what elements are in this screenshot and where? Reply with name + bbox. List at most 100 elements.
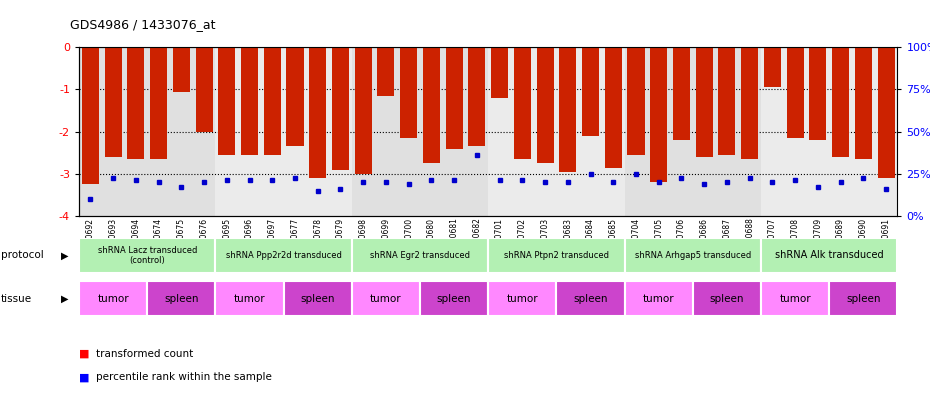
Text: tissue: tissue <box>1 294 32 304</box>
Bar <box>488 47 511 216</box>
Bar <box>738 47 761 216</box>
Text: spleen: spleen <box>710 294 744 304</box>
Bar <box>193 47 216 216</box>
Bar <box>127 47 144 159</box>
Bar <box>261 47 284 216</box>
Bar <box>875 47 897 216</box>
Bar <box>491 47 508 98</box>
Bar <box>761 281 830 316</box>
Bar <box>354 47 372 174</box>
Bar <box>830 47 852 216</box>
Bar <box>787 47 804 138</box>
Bar <box>329 47 352 216</box>
Bar <box>488 281 556 316</box>
Bar <box>832 47 849 157</box>
Text: ■: ■ <box>79 349 89 359</box>
Bar <box>650 47 667 182</box>
Text: shRNA Lacz transduced
(control): shRNA Lacz transduced (control) <box>98 246 197 265</box>
Bar <box>443 47 466 216</box>
Bar <box>400 47 418 138</box>
Text: shRNA Ppp2r2d transduced: shRNA Ppp2r2d transduced <box>226 251 341 260</box>
Bar <box>625 47 647 216</box>
Text: tumor: tumor <box>233 294 265 304</box>
Bar <box>216 238 352 273</box>
Bar <box>147 281 216 316</box>
Bar <box>604 47 622 167</box>
Bar <box>488 238 625 273</box>
Bar <box>216 281 284 316</box>
Bar <box>309 47 326 178</box>
Bar <box>696 47 712 157</box>
Bar <box>352 281 420 316</box>
Bar <box>238 47 261 216</box>
Text: tumor: tumor <box>779 294 811 304</box>
Bar <box>79 281 147 316</box>
Text: spleen: spleen <box>300 294 335 304</box>
Bar <box>513 47 531 159</box>
Bar <box>445 47 462 149</box>
Bar <box>79 238 216 273</box>
Bar <box>855 47 871 159</box>
Bar <box>82 47 99 184</box>
Text: spleen: spleen <box>573 294 608 304</box>
Text: tumor: tumor <box>370 294 402 304</box>
Text: spleen: spleen <box>164 294 199 304</box>
Bar <box>602 47 625 216</box>
Bar <box>306 47 329 216</box>
Bar <box>332 47 349 170</box>
Bar <box>741 47 758 159</box>
Bar <box>378 47 394 96</box>
Bar <box>286 47 303 147</box>
Bar <box>352 47 375 216</box>
Bar <box>420 281 488 316</box>
Bar <box>241 47 258 155</box>
Bar <box>423 47 440 163</box>
Bar <box>284 47 306 216</box>
Bar <box>671 47 693 216</box>
Bar <box>647 47 671 216</box>
Text: percentile rank within the sample: percentile rank within the sample <box>96 372 272 382</box>
Bar <box>761 47 784 216</box>
Bar <box>673 47 690 140</box>
Bar <box>761 238 897 273</box>
Bar <box>216 47 238 216</box>
Bar <box>556 47 579 216</box>
Bar <box>101 47 125 216</box>
Bar <box>511 47 534 216</box>
Bar <box>784 47 806 216</box>
Text: shRNA Alk transduced: shRNA Alk transduced <box>775 250 883 261</box>
Bar <box>625 238 761 273</box>
Bar <box>582 47 599 136</box>
Text: tumor: tumor <box>98 294 129 304</box>
Bar <box>219 47 235 155</box>
Text: shRNA Arhgap5 transduced: shRNA Arhgap5 transduced <box>634 251 751 260</box>
Bar <box>284 281 352 316</box>
Bar <box>625 281 693 316</box>
Bar <box>147 47 170 216</box>
Bar <box>173 47 190 92</box>
Bar <box>579 47 602 216</box>
Text: GDS4986 / 1433076_at: GDS4986 / 1433076_at <box>70 18 215 31</box>
Bar <box>469 47 485 147</box>
Text: ■: ■ <box>79 372 89 382</box>
Text: tumor: tumor <box>643 294 674 304</box>
Bar <box>556 281 625 316</box>
Bar <box>806 47 830 216</box>
Bar <box>852 47 875 216</box>
Bar <box>170 47 193 216</box>
Bar <box>150 47 167 159</box>
Bar <box>264 47 281 155</box>
Bar <box>79 47 101 216</box>
Text: spleen: spleen <box>437 294 472 304</box>
Bar <box>628 47 644 155</box>
Bar <box>718 47 736 155</box>
Text: ▶: ▶ <box>61 294 69 304</box>
Bar <box>830 281 897 316</box>
Text: tumor: tumor <box>507 294 538 304</box>
Text: transformed count: transformed count <box>96 349 193 359</box>
Bar <box>537 47 553 163</box>
Bar <box>466 47 488 216</box>
Bar <box>195 47 213 132</box>
Bar <box>809 47 827 140</box>
Text: shRNA Egr2 transduced: shRNA Egr2 transduced <box>370 251 470 260</box>
